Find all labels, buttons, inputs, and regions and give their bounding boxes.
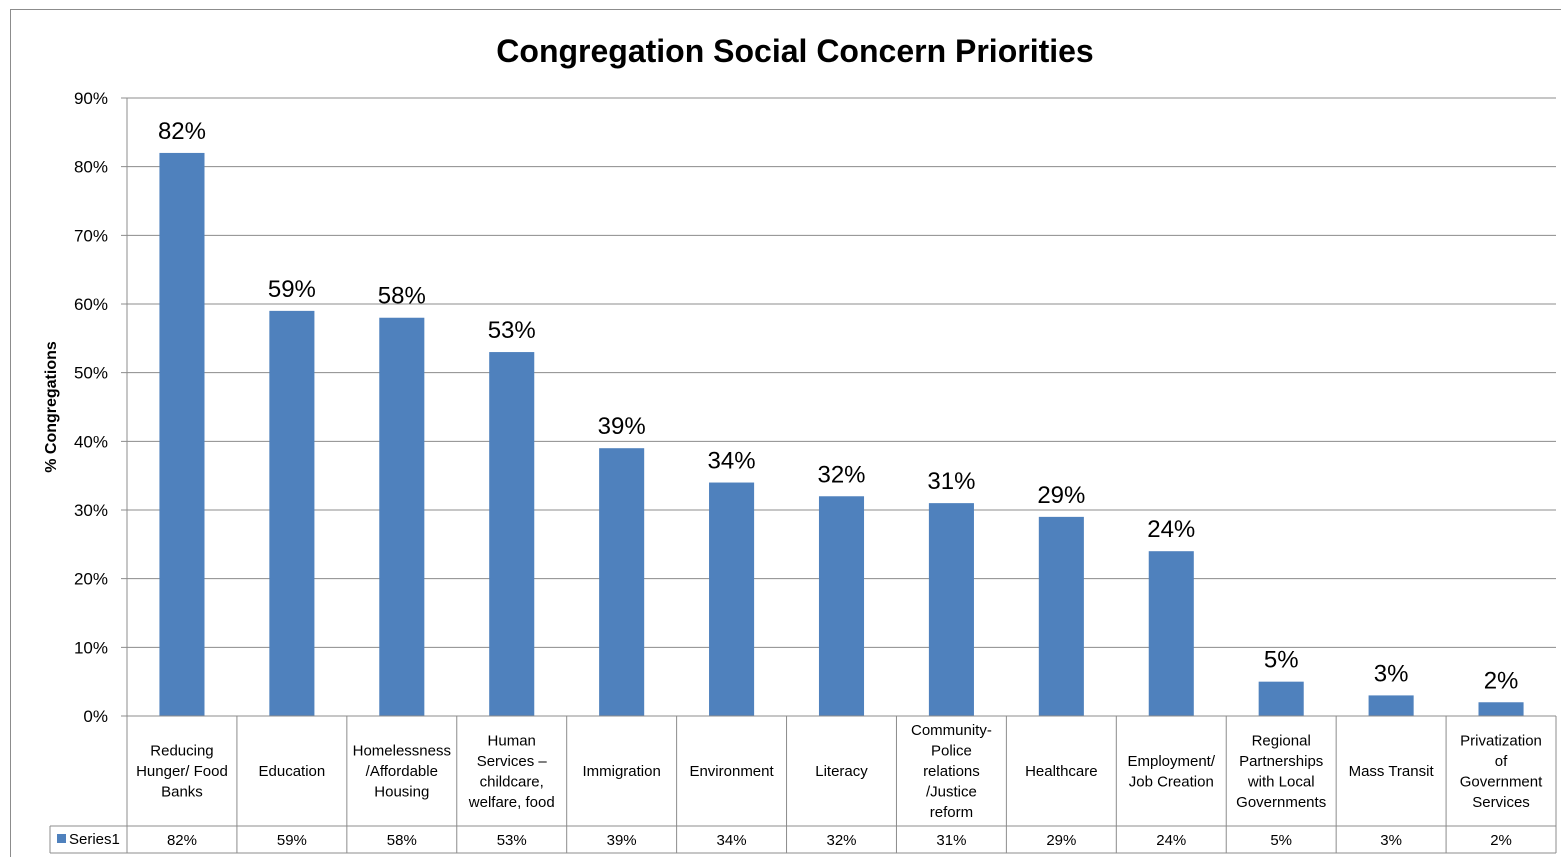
data-label: 39% [598,413,646,440]
data-label: 82% [158,118,206,145]
data-label: 53% [488,317,536,344]
x-category-label: childcare, [480,773,544,790]
data-label: 2% [1484,667,1519,694]
x-category-label: Reducing [150,743,213,760]
x-category-label: with Local [1247,773,1315,790]
y-tick-label: 60% [74,295,108,314]
y-tick-label: 0% [83,707,108,726]
x-category-label: Privatization [1460,732,1542,749]
table-value: 59% [277,832,307,849]
x-category-label: Services [1472,794,1530,811]
data-label: 5% [1264,647,1299,674]
y-tick-label: 50% [74,364,108,383]
data-label: 24% [1147,516,1195,543]
data-table: Reducing Hunger/ Food Banks 82% Education 59%… [49,715,1557,854]
bar [1368,695,1414,716]
bar [928,503,974,716]
y-axis-label: % Congregations [43,341,60,473]
data-labels: 82% 59% 58% 53% 39% 34% 32% 31% 29% 24% 5% 3% 2% [158,118,1518,694]
table-value: 32% [826,832,856,849]
bar [818,496,865,716]
y-tick-label: 10% [74,638,108,657]
table-value: 5% [1270,832,1292,849]
x-category-label: Housing [374,784,429,801]
table-value: 2% [1490,832,1512,849]
bar [1478,702,1524,716]
table-value: 53% [497,832,527,849]
x-category-label: relations [923,763,980,780]
x-category-label: Human [488,732,536,749]
y-axis-ticks: 0% 10% 20% 30% 40% 50% 60% 70% 80% 90% [74,89,108,726]
bar [159,152,205,716]
x-category-label: reform [930,804,973,821]
table-value: 24% [1156,832,1186,849]
data-label: 32% [817,461,865,488]
x-category-label: of [1495,753,1508,770]
data-label: 59% [268,276,316,303]
x-category-label: Regional [1252,732,1311,749]
x-category-label: Immigration [582,763,660,780]
x-category-label: Governments [1236,794,1326,811]
x-category-label: Police [931,743,972,760]
bar [1148,551,1194,716]
y-tick-label: 90% [74,89,108,108]
bar [599,448,645,716]
bar [709,482,755,716]
table-value: 82% [167,832,197,849]
y-tick-label: 70% [74,226,108,245]
x-category-label: Partnerships [1239,753,1323,770]
legend-key [57,834,66,843]
y-tick-label: 80% [74,158,108,177]
table-value: 3% [1380,832,1402,849]
x-category-label: /Affordable [366,763,438,780]
data-label: 58% [378,283,426,310]
data-label: 34% [708,448,756,475]
table-value: 34% [717,832,747,849]
x-category-label: Homelessness [353,743,451,760]
bar [269,310,315,716]
y-tick-label: 20% [74,570,108,589]
table-value: 31% [936,832,966,849]
x-category-label: Banks [161,784,203,801]
x-category-label: Mass Transit [1349,763,1435,780]
x-category-label: Community- [911,722,992,739]
bar [1258,681,1304,716]
x-category-label: /Justice [926,784,977,801]
bar [489,352,535,716]
chart-frame [10,9,1561,857]
chart-title: Congregation Social Concern Priorities [496,33,1093,69]
legend-label: Series1 [69,831,120,848]
table-value: 58% [387,832,417,849]
x-category-label: Environment [689,763,774,780]
data-label: 29% [1037,482,1085,509]
x-category-label: Hunger/ Food [136,763,228,780]
x-category-label: welfare, food [468,794,555,811]
data-label: 3% [1374,660,1409,687]
bars [159,152,1524,716]
table-value: 39% [607,832,637,849]
x-category-label: Literacy [815,763,868,780]
x-category-label: Healthcare [1025,763,1098,780]
table-value: 29% [1046,832,1076,849]
y-tick-label: 40% [74,432,108,451]
bar [1038,516,1084,716]
x-category-label: Employment/ [1127,753,1215,770]
x-category-label: Job Creation [1129,773,1214,790]
bar [379,317,425,716]
y-tick-label: 30% [74,501,108,520]
x-category-label: Services – [477,753,548,770]
data-label: 31% [927,468,975,495]
x-category-label: Education [259,763,326,780]
x-category-label: Government [1460,773,1543,790]
